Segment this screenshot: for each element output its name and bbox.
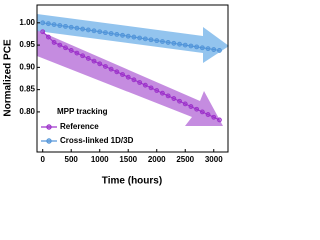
data-point xyxy=(68,24,74,30)
y-tick-label: 0.90 xyxy=(19,62,35,71)
data-point xyxy=(199,109,205,115)
y-tick-label: 0.85 xyxy=(19,85,35,94)
data-point xyxy=(120,32,125,38)
data-point xyxy=(148,37,154,43)
data-point xyxy=(80,26,86,32)
legend-marker xyxy=(46,138,52,144)
legend-label: Reference xyxy=(60,122,99,131)
x-tick-label: 1000 xyxy=(91,155,109,164)
data-point xyxy=(171,96,177,101)
data-point xyxy=(131,34,137,40)
data-point xyxy=(142,36,148,42)
data-point xyxy=(154,38,160,44)
data-point xyxy=(85,27,91,33)
data-point xyxy=(91,58,97,64)
data-point xyxy=(114,32,120,37)
legend-marker xyxy=(46,124,52,130)
plot-frame xyxy=(36,4,229,153)
data-point xyxy=(199,45,205,51)
data-point xyxy=(40,29,46,35)
data-point xyxy=(188,104,194,109)
data-point xyxy=(63,23,68,29)
data-point xyxy=(160,90,165,96)
data-point xyxy=(80,53,86,59)
data-point xyxy=(125,74,131,80)
y-tick-label: 0.80 xyxy=(19,107,35,116)
data-point xyxy=(57,42,63,48)
data-point xyxy=(154,88,160,93)
data-point xyxy=(165,40,171,45)
data-point xyxy=(160,39,165,44)
data-point xyxy=(120,72,125,77)
data-point xyxy=(217,117,222,123)
x-tick-label: 1500 xyxy=(119,155,137,164)
data-point xyxy=(108,31,114,36)
data-point xyxy=(194,44,200,50)
data-point xyxy=(182,101,188,107)
y-tick-label: 0.95 xyxy=(19,40,35,49)
data-point xyxy=(103,30,108,36)
legend-title: MPP tracking xyxy=(57,107,108,116)
chart: Time (hours) Normalized PCE MPP tracking… xyxy=(3,4,229,187)
data-point xyxy=(142,82,148,88)
y-axis-label: Normalized PCE xyxy=(3,39,14,117)
data-point xyxy=(46,34,51,40)
data-point xyxy=(148,85,154,91)
data-point xyxy=(108,66,114,72)
data-point xyxy=(177,41,182,47)
data-point xyxy=(217,48,222,53)
data-point xyxy=(91,28,97,34)
data-point xyxy=(74,50,80,56)
x-tick-label: 2500 xyxy=(176,155,194,164)
x-axis-label: Time (hours) xyxy=(102,176,162,187)
x-tick-label: 500 xyxy=(65,155,79,164)
legend-label: Cross-linked 1D/3D xyxy=(60,136,134,145)
data-point xyxy=(97,61,103,67)
data-point xyxy=(205,46,211,52)
data-point xyxy=(137,35,143,41)
data-point xyxy=(211,114,217,120)
x-tick-label: 2000 xyxy=(148,155,166,164)
data-point xyxy=(97,29,103,35)
data-point xyxy=(137,80,143,85)
page: {"chart_data": {"type": "line", "x_label… xyxy=(2,4,229,187)
data-point xyxy=(171,40,177,46)
data-point xyxy=(57,23,63,28)
data-point xyxy=(103,64,108,69)
data-point xyxy=(51,40,57,45)
data-point xyxy=(68,48,74,53)
data-point xyxy=(182,42,188,48)
x-tick-label: 3000 xyxy=(205,155,223,164)
data-point xyxy=(177,98,182,104)
data-point xyxy=(165,93,171,99)
data-point xyxy=(114,69,120,75)
data-point xyxy=(125,33,131,39)
data-point xyxy=(205,112,211,117)
data-point xyxy=(51,22,57,28)
data-point xyxy=(46,21,51,27)
data-point xyxy=(74,25,80,31)
data-point xyxy=(131,77,137,83)
data-point xyxy=(85,56,91,61)
data-point xyxy=(40,20,46,26)
data-point xyxy=(188,43,194,49)
y-tick-label: 1.00 xyxy=(19,18,35,27)
data-point xyxy=(211,47,217,52)
data-point xyxy=(63,45,68,51)
data-point xyxy=(194,106,200,112)
x-tick-label: 0 xyxy=(40,155,45,164)
